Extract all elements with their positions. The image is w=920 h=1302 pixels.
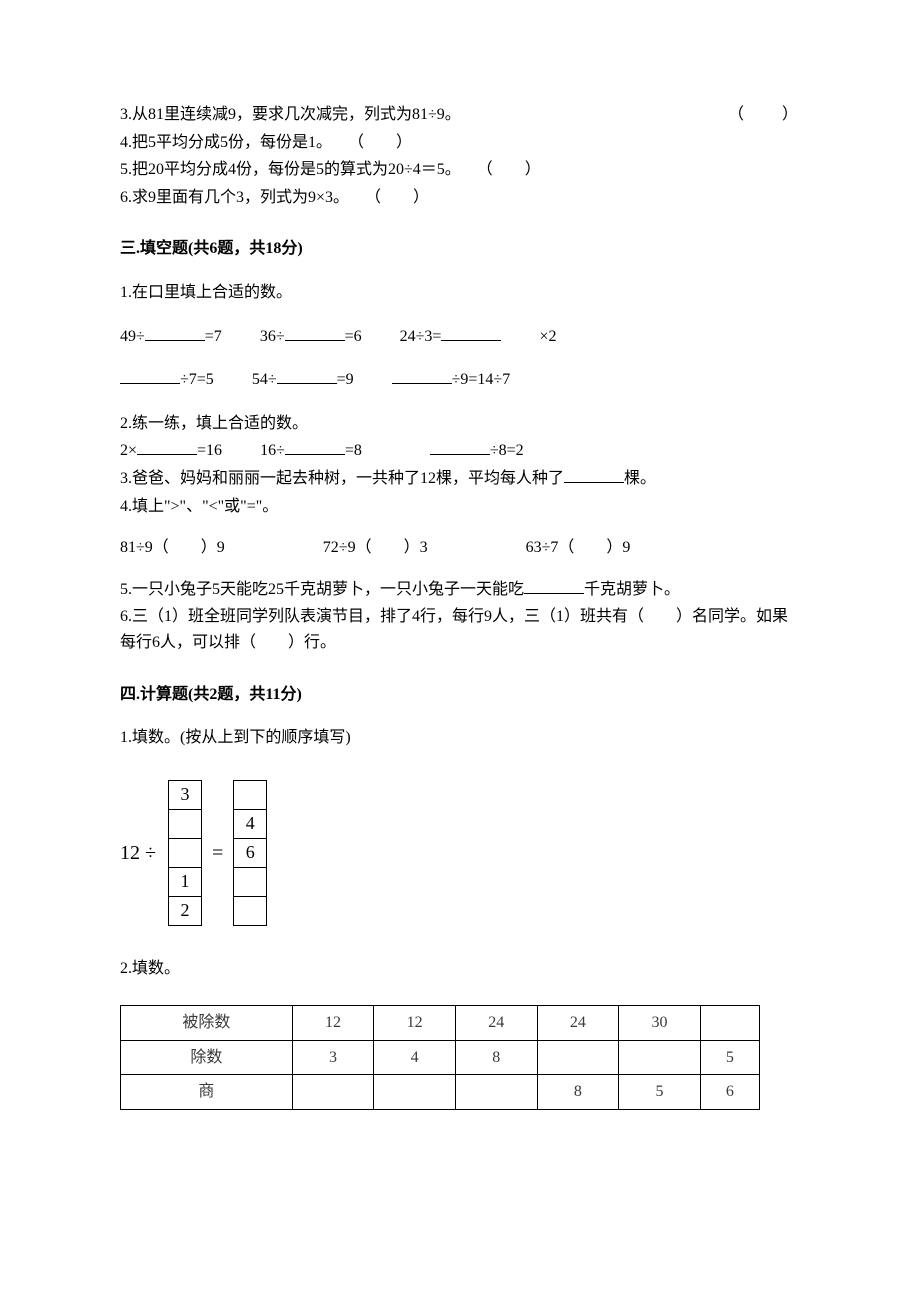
table-row: 商 8 5 6	[121, 1075, 760, 1110]
txt: 81÷9（ ）9	[120, 539, 225, 556]
box-l-4[interactable]: 2	[168, 896, 202, 926]
cell[interactable]	[537, 1040, 619, 1075]
txt: 24÷3=	[400, 328, 442, 345]
row-header: 商	[121, 1075, 293, 1110]
row-header: 被除数	[121, 1006, 293, 1041]
division-table: 被除数 12 12 24 24 30 除数 3 4 8 5 商 8 5 6	[120, 1005, 760, 1110]
txt: 2×	[120, 442, 137, 459]
eq-left: 12 ÷	[120, 837, 156, 869]
txt: 72÷9（ ）3	[323, 539, 428, 556]
txt: =6	[345, 328, 362, 345]
cell[interactable]: 8	[455, 1040, 537, 1075]
box-l-2[interactable]	[168, 838, 202, 868]
s3-q2-row: 2× =16 16÷ =8 ÷8=2	[120, 438, 800, 464]
box-r-4[interactable]	[233, 896, 267, 926]
row-header: 除数	[121, 1040, 293, 1075]
eq-equals: =	[212, 837, 223, 869]
table-row: 除数 3 4 8 5	[121, 1040, 760, 1075]
txt: 49÷	[120, 328, 145, 345]
equation-boxes: 12 ÷ 3 1 2 = 4 6	[120, 781, 800, 926]
txt: ÷8=2	[490, 442, 524, 459]
s3-q5: 5.一只小兔子5天能吃25千克胡萝卜，一只小兔子一天能吃 千克胡萝卜。	[120, 577, 800, 603]
box-l-1[interactable]	[168, 809, 202, 839]
box-l-0[interactable]: 3	[168, 780, 202, 810]
section4-header: 四.计算题(共2题，共11分)	[120, 682, 800, 708]
txt: 54÷	[252, 371, 277, 388]
blank[interactable]	[137, 438, 197, 455]
blank[interactable]	[441, 324, 501, 341]
left-box-column: 3 1 2	[168, 781, 202, 926]
blank[interactable]	[564, 466, 624, 483]
txt: ×2	[539, 328, 556, 345]
judge-q5: 5.把20平均分成4份，每份是5的算式为20÷4＝5。 （ ）	[120, 157, 800, 183]
worksheet-page: 3.从81里连续减9，要求几次减完，列式为81÷9。 （ ） 4.把5平均分成5…	[0, 0, 920, 1190]
cell[interactable]: 24	[537, 1006, 619, 1041]
txt: 3.爸爸、妈妈和丽丽一起去种树，一共种了12棵，平均每人种了	[120, 470, 564, 487]
s3-q6: 6.三（1）班全班同学列队表演节目，排了4行，每行9人，三（1）班共有（ ）名同…	[120, 604, 800, 655]
txt: 16÷	[260, 442, 285, 459]
cell[interactable]	[700, 1006, 759, 1041]
txt: 36÷	[260, 328, 285, 345]
blank[interactable]	[285, 438, 345, 455]
box-r-3[interactable]	[233, 867, 267, 897]
box-l-3[interactable]: 1	[168, 867, 202, 897]
cell[interactable]: 12	[292, 1006, 374, 1041]
blank[interactable]	[524, 577, 584, 594]
txt: 棵。	[624, 470, 656, 487]
txt: 63÷7（ ）9	[526, 539, 631, 556]
judge-q3-text: 3.从81里连续减9，要求几次减完，列式为81÷9。	[120, 106, 461, 123]
judge-q3-paren: （ ）	[728, 102, 800, 128]
s3-q1-row2: ÷7=5 54÷ =9 ÷9=14÷7	[120, 367, 800, 393]
cell[interactable]: 3	[292, 1040, 374, 1075]
cell[interactable]	[455, 1075, 537, 1110]
cell[interactable]: 5	[619, 1075, 701, 1110]
blank[interactable]	[430, 438, 490, 455]
box-r-2[interactable]: 6	[233, 838, 267, 868]
txt: ÷9=14÷7	[452, 371, 511, 388]
s3-q1: 1.在口里填上合适的数。	[120, 280, 800, 306]
s3-q1-row1: 49÷ =7 36÷ =6 24÷3= ×2	[120, 324, 800, 350]
table-row: 被除数 12 12 24 24 30	[121, 1006, 760, 1041]
cell[interactable]	[292, 1075, 374, 1110]
txt: 千克胡萝卜。	[584, 581, 680, 598]
box-r-1[interactable]: 4	[233, 809, 267, 839]
txt: =8	[345, 442, 362, 459]
cell[interactable]: 4	[374, 1040, 456, 1075]
txt: =7	[205, 328, 222, 345]
blank[interactable]	[120, 367, 180, 384]
cell[interactable]: 12	[374, 1006, 456, 1041]
judge-q4: 4.把5平均分成5份，每份是1。 （ ）	[120, 130, 800, 156]
cell[interactable]: 6	[700, 1075, 759, 1110]
cell[interactable]	[374, 1075, 456, 1110]
s4-q2: 2.填数。	[120, 956, 800, 982]
txt: 5.一只小兔子5天能吃25千克胡萝卜，一只小兔子一天能吃	[120, 581, 524, 598]
blank[interactable]	[145, 324, 205, 341]
s4-q1: 1.填数。(按从上到下的顺序填写)	[120, 725, 800, 751]
s3-q4-row: 81÷9（ ）9 72÷9（ ）3 63÷7（ ）9	[120, 535, 800, 561]
txt: =16	[197, 442, 222, 459]
s3-q2: 2.练一练，填上合适的数。	[120, 411, 800, 437]
judge-q6: 6.求9里面有几个3，列式为9×3。 （ ）	[120, 185, 800, 211]
cell[interactable]: 24	[455, 1006, 537, 1041]
blank[interactable]	[277, 367, 337, 384]
s3-q4: 4.填上">"、"<"或"="。	[120, 494, 800, 520]
cell[interactable]: 30	[619, 1006, 701, 1041]
blank[interactable]	[285, 324, 345, 341]
cell[interactable]: 8	[537, 1075, 619, 1110]
section3-header: 三.填空题(共6题，共18分)	[120, 236, 800, 262]
judge-q3: 3.从81里连续减9，要求几次减完，列式为81÷9。 （ ）	[120, 102, 800, 128]
cell[interactable]: 5	[700, 1040, 759, 1075]
right-box-column: 4 6	[233, 781, 267, 926]
box-r-0[interactable]	[233, 780, 267, 810]
txt: ÷7=5	[180, 371, 214, 388]
txt: =9	[337, 371, 354, 388]
blank[interactable]	[392, 367, 452, 384]
cell[interactable]	[619, 1040, 701, 1075]
s3-q3: 3.爸爸、妈妈和丽丽一起去种树，一共种了12棵，平均每人种了 棵。	[120, 466, 800, 492]
